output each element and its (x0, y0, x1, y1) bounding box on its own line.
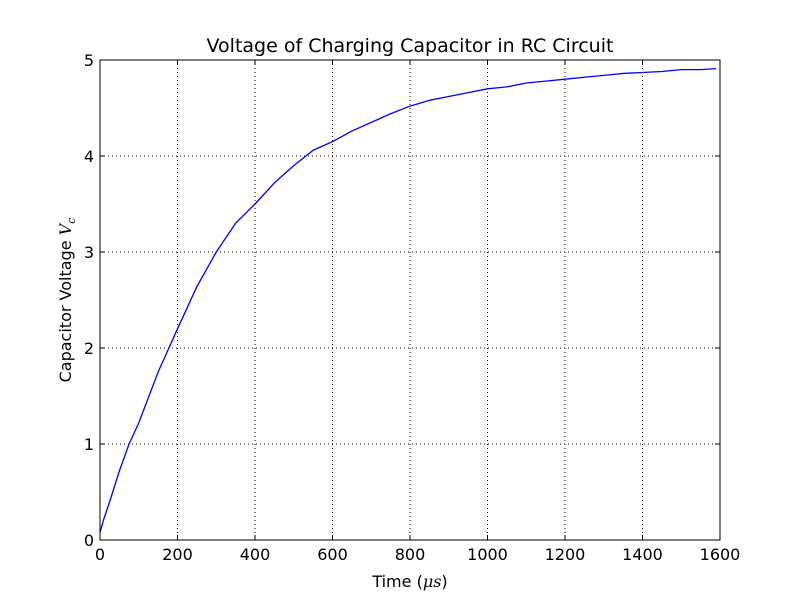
x-axis-label-text: Time ( (371, 572, 422, 591)
x-tick-label: 800 (395, 545, 426, 564)
x-axis-label-close: ) (441, 572, 447, 591)
x-axis-label: Time (μs) (371, 572, 447, 591)
y-tick-label: 2 (84, 339, 94, 358)
y-axis-label-text: Capacitor Voltage (56, 235, 75, 382)
x-tick-label: 400 (240, 545, 271, 564)
grid (100, 60, 720, 540)
series-group (99, 67, 717, 533)
y-axis-label: Capacitor Voltage Vc (56, 218, 78, 383)
x-tick-label: 1000 (467, 545, 508, 564)
x-tick-label: 600 (317, 545, 348, 564)
x-tick-label: 1200 (545, 545, 586, 564)
y-axis-label-sub: c (65, 218, 78, 224)
y-tick-label: 1 (84, 435, 94, 454)
x-axis-label-math: μs (423, 572, 442, 591)
y-tick-label: 0 (84, 531, 94, 550)
x-tick-label: 200 (162, 545, 193, 564)
y-tick-label: 5 (84, 51, 94, 70)
y-tick-label: 3 (84, 243, 94, 262)
ticks: 0 200 400 600 800 1000 1200 1400 1600 0 1 2 3 4 5 (84, 51, 741, 564)
series-line (99, 67, 717, 533)
x-tick-label: 1400 (622, 545, 663, 564)
y-tick-label: 4 (84, 147, 94, 166)
chart-title: Voltage of Charging Capacitor in RC Circ… (207, 35, 614, 57)
x-tick-label: 0 (95, 545, 105, 564)
y-axis-label-math: V (56, 222, 75, 235)
x-tick-label: 1600 (700, 545, 741, 564)
